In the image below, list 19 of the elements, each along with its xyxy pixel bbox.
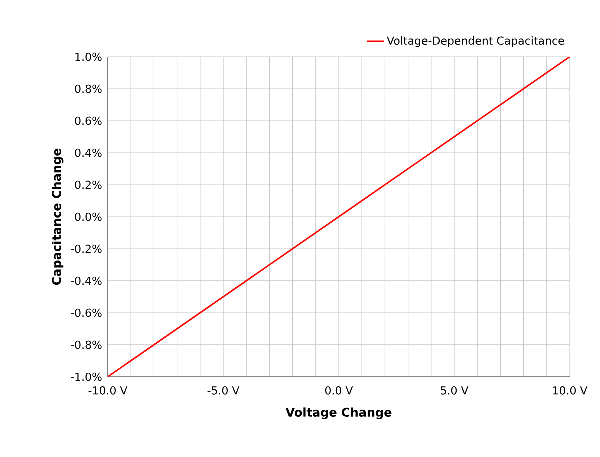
x-axis-title: Voltage Change xyxy=(286,408,392,420)
y-tick-label: 0.2% xyxy=(75,180,102,190)
x-tick-label: 0.0 V xyxy=(325,386,354,395)
y-tick-label: 0.8% xyxy=(75,84,102,94)
x-tick-label: -5.0 V xyxy=(208,386,240,395)
y-tick-label: 1.0% xyxy=(76,52,102,62)
x-tick-label: 10.0 V xyxy=(553,386,588,395)
y-tick-label: -0.8% xyxy=(71,340,102,350)
x-tick-label: -10.0 V xyxy=(88,386,128,395)
y-tick-label: -0.2% xyxy=(71,244,102,254)
y-tick-label: 0.0% xyxy=(75,212,102,222)
x-tick-label: 5.0 V xyxy=(441,386,469,395)
y-tick-label: -1.0% xyxy=(71,372,102,382)
y-axis-title: Capacitance Change xyxy=(52,148,64,286)
legend-label: Voltage-Dependent Capacitance xyxy=(387,36,564,48)
y-tick-label: -0.4% xyxy=(71,276,102,286)
y-tick-label: 0.6% xyxy=(75,116,102,126)
y-tick-label: -0.6% xyxy=(71,308,102,318)
y-tick-label: 0.4% xyxy=(75,148,102,158)
